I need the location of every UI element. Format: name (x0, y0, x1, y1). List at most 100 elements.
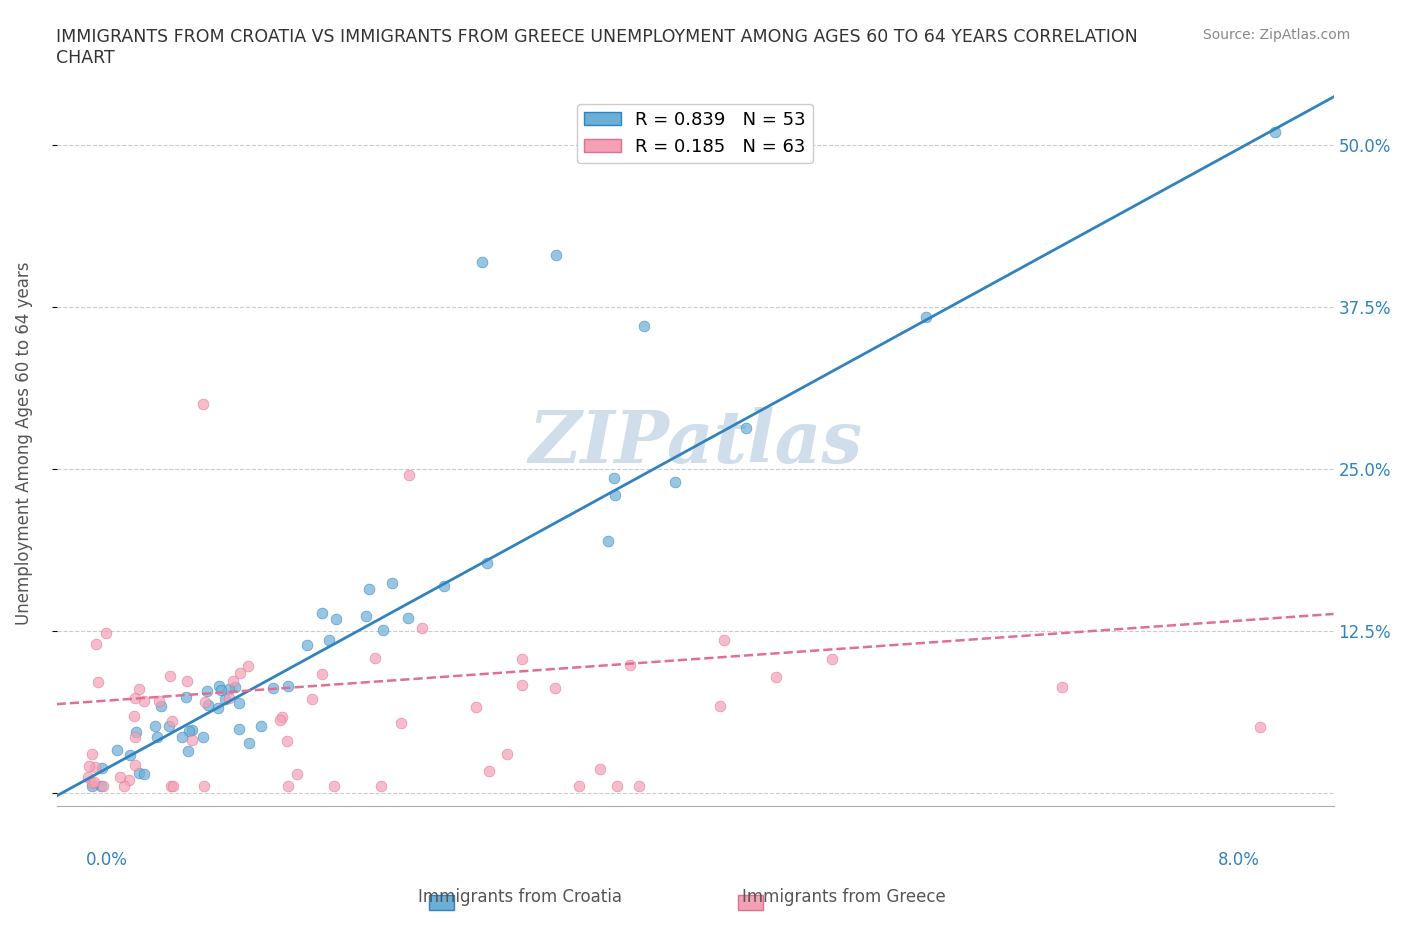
Point (149, 699, 172, 714)
Point (174, 690, 197, 705)
Point (269, 712, 291, 727)
Point (471, 254, 494, 269)
Point (193, 396, 215, 411)
Point (1264, 125, 1286, 140)
Point (84, 760, 107, 775)
Point (262, 681, 284, 696)
Point (91, 761, 114, 776)
Point (118, 747, 141, 762)
Point (132, 693, 155, 708)
Point (735, 421, 758, 436)
Point (464, 700, 486, 715)
Point (589, 762, 612, 777)
Point (398, 468, 420, 483)
Point (478, 764, 501, 778)
Point (370, 778, 392, 793)
Point (1249, 719, 1271, 734)
Point (157, 718, 180, 733)
Point (354, 608, 377, 623)
Point (664, 475, 686, 490)
Point (177, 744, 200, 759)
Point (915, 310, 938, 325)
Point (124, 758, 146, 773)
Point (162, 778, 184, 793)
Point (606, 778, 628, 793)
Point (323, 778, 346, 793)
Point (90, 778, 112, 793)
Point (301, 692, 323, 707)
Point (510, 678, 533, 693)
Point (107, 743, 129, 758)
Point (596, 534, 619, 549)
Point (228, 722, 250, 737)
Point (510, 652, 533, 667)
Point (713, 632, 735, 647)
Point (380, 576, 402, 591)
Legend: R = 0.839   N = 53, R = 0.185   N = 63: R = 0.839 N = 53, R = 0.185 N = 63 (578, 103, 813, 163)
Point (197, 698, 219, 713)
Y-axis label: Unemployment Among Ages 60 to 64 years: Unemployment Among Ages 60 to 64 years (15, 261, 32, 625)
Point (276, 734, 298, 749)
Point (236, 658, 259, 673)
Point (108, 770, 131, 785)
Point (364, 651, 387, 666)
Point (209, 683, 232, 698)
Point (82, 776, 104, 790)
Point (544, 681, 567, 696)
Point (297, 638, 319, 653)
Point (311, 606, 333, 621)
Point (160, 713, 183, 728)
Point (125, 724, 148, 739)
Point (112, 778, 135, 793)
Point (118, 773, 141, 788)
Point (159, 669, 181, 684)
Point (218, 682, 240, 697)
Point (218, 690, 240, 705)
Point (84, 636, 107, 651)
Point (229, 666, 252, 681)
Point (94, 625, 117, 640)
Point (195, 684, 218, 698)
Point (228, 696, 250, 711)
Point (214, 691, 236, 706)
Point (146, 729, 169, 744)
Point (633, 319, 655, 334)
Point (159, 778, 181, 793)
Point (180, 723, 202, 737)
Point (193, 695, 215, 710)
Point (765, 670, 787, 684)
Point (208, 678, 231, 693)
Point (619, 658, 641, 672)
Point (124, 691, 146, 706)
Point (396, 610, 419, 625)
Text: ZIPatlas: ZIPatlas (529, 407, 862, 478)
Point (285, 767, 308, 782)
Point (250, 719, 273, 734)
Point (271, 710, 294, 724)
Point (318, 632, 340, 647)
Point (709, 698, 731, 713)
Point (357, 581, 380, 596)
Point (83, 775, 105, 790)
Point (176, 674, 198, 689)
Point (91, 778, 114, 793)
Point (373, 622, 395, 637)
Point (82, 747, 104, 762)
Point (277, 778, 299, 793)
Point (277, 679, 299, 694)
Point (170, 730, 193, 745)
Text: IMMIGRANTS FROM CROATIA VS IMMIGRANTS FROM GREECE UNEMPLOYMENT AMONG AGES 60 TO : IMMIGRANTS FROM CROATIA VS IMMIGRANTS FR… (56, 28, 1137, 67)
Point (603, 487, 626, 502)
Point (193, 730, 215, 745)
Point (148, 694, 170, 709)
Point (207, 700, 229, 715)
Point (87, 675, 110, 690)
Point (238, 736, 260, 751)
Point (496, 747, 519, 762)
Point (568, 778, 591, 793)
Point (433, 578, 456, 593)
Point (311, 667, 333, 682)
Point (80, 778, 103, 793)
Point (128, 681, 150, 696)
Point (222, 673, 245, 688)
